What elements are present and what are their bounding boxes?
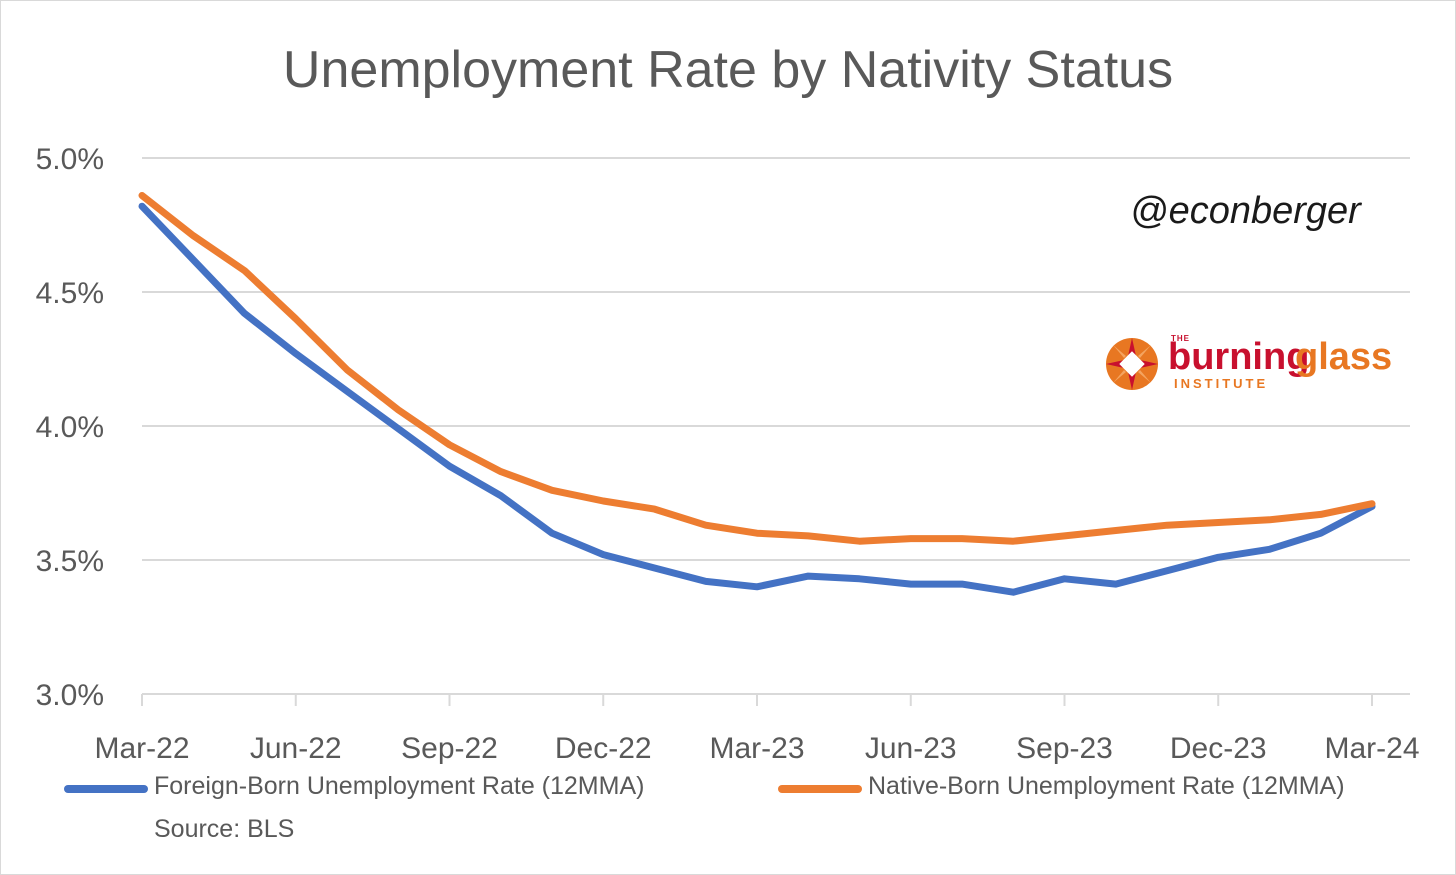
author-handle: @econberger bbox=[1130, 190, 1361, 232]
logo-the-text: THE bbox=[1171, 334, 1190, 343]
gridlines bbox=[142, 157, 1410, 561]
y-tick-label: 3.5% bbox=[36, 545, 104, 578]
legend-label-foreign-born: Foreign-Born Unemployment Rate (12MMA) bbox=[154, 772, 645, 800]
legend-swatch-native-born bbox=[778, 785, 862, 793]
y-tick-label: 5.0% bbox=[36, 143, 104, 176]
y-tick-label: 3.0% bbox=[36, 679, 104, 712]
series-lines bbox=[138, 192, 1376, 596]
x-tick-label: Mar-24 bbox=[1324, 732, 1419, 765]
y-tick-label: 4.5% bbox=[36, 277, 104, 310]
x-tick-label: Jun-23 bbox=[865, 732, 957, 765]
source-note: Source: BLS bbox=[154, 815, 295, 843]
y-tick-label: 4.0% bbox=[36, 411, 104, 444]
x-tick-label: Sep-23 bbox=[1016, 732, 1113, 765]
logo-institute-text: INSTITUTE bbox=[1174, 376, 1269, 391]
series-line-foreign-born bbox=[138, 202, 1376, 596]
x-tick-label: Dec-23 bbox=[1170, 732, 1267, 765]
axis: 3.0% 3.5% 4.0% 4.5% 5.0% Mar-22 Jun-22 Sep-22 De… bbox=[36, 143, 1420, 765]
sunburst-logo-icon bbox=[1106, 338, 1158, 390]
logo-word-glass: glass bbox=[1295, 336, 1393, 378]
logo-word-burning: burning bbox=[1168, 336, 1310, 378]
x-tick-label: Jun-22 bbox=[250, 732, 342, 765]
x-tick-label: Mar-22 bbox=[94, 732, 189, 765]
x-tick-label: Mar-23 bbox=[709, 732, 804, 765]
legend-label-native-born: Native-Born Unemployment Rate (12MMA) bbox=[868, 772, 1345, 800]
burning-glass-logo: THE burning glass INSTITUTE bbox=[1104, 334, 1414, 392]
x-tick-label: Dec-22 bbox=[555, 732, 652, 765]
series-line-native-born bbox=[138, 192, 1376, 545]
legend-swatch-foreign-born bbox=[64, 785, 148, 793]
chart-title: Unemployment Rate by Nativity Status bbox=[282, 41, 1174, 99]
x-tick-label: Sep-22 bbox=[401, 732, 498, 765]
